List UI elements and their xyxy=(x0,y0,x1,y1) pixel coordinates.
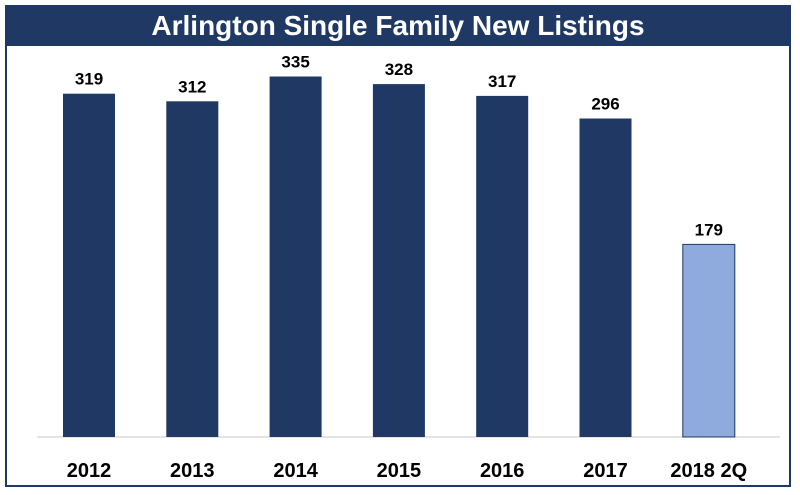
x-tick-label: 2015 xyxy=(377,460,422,482)
x-tick-label: 2018 2Q xyxy=(670,460,747,482)
x-tick-label: 2017 xyxy=(583,460,628,482)
bar-2018-2q xyxy=(682,243,736,438)
data-label: 317 xyxy=(488,72,516,91)
data-label: 335 xyxy=(281,53,309,72)
bar-2014 xyxy=(269,76,322,437)
data-label: 328 xyxy=(385,60,413,79)
x-tick-label: 2016 xyxy=(480,460,525,482)
bar-2013 xyxy=(166,101,219,438)
bar-2015 xyxy=(372,84,425,437)
data-label: 312 xyxy=(178,77,206,96)
data-label: 179 xyxy=(695,220,723,239)
bar-2017 xyxy=(579,118,632,437)
x-tick-label: 2012 xyxy=(67,460,112,482)
chart-title-bar: Arlington Single Family New Listings xyxy=(5,5,791,46)
x-tick-label: 2013 xyxy=(170,460,215,482)
bar-2012 xyxy=(63,93,115,437)
bar-2016 xyxy=(476,95,529,438)
data-label: 296 xyxy=(591,95,619,114)
data-label: 319 xyxy=(75,70,103,89)
x-tick-label: 2014 xyxy=(273,460,318,482)
chart-title: Arlington Single Family New Listings xyxy=(151,9,645,41)
